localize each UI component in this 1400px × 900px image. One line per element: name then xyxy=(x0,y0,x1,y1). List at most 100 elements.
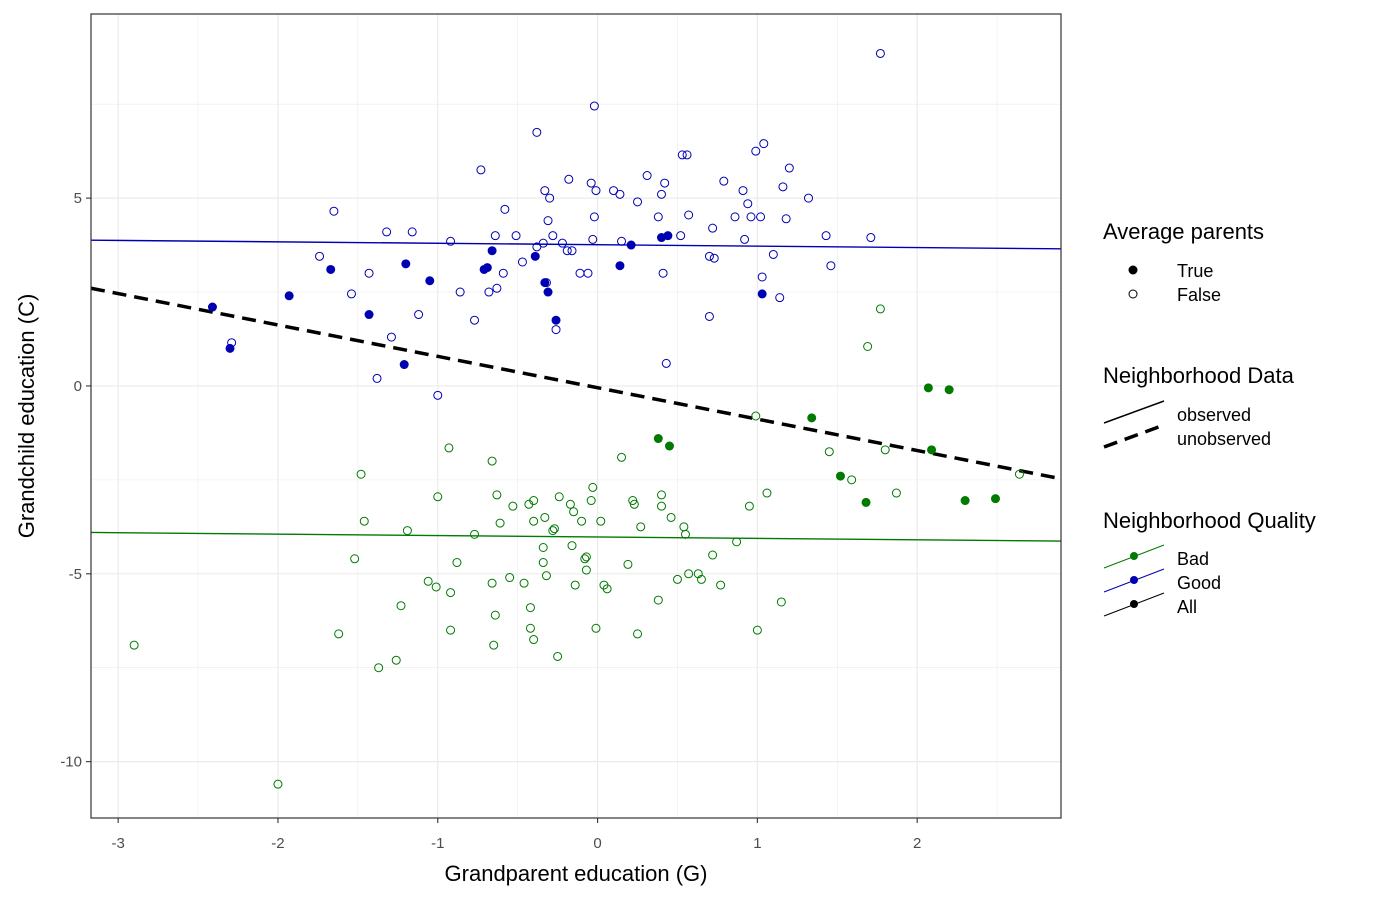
point-bad-not-average xyxy=(581,565,591,575)
point-bad-not-average xyxy=(824,447,834,457)
legend-key-observed xyxy=(1103,400,1165,424)
regression-lines xyxy=(90,239,1062,542)
point-bad-not-average xyxy=(629,499,639,509)
point-good-not-average xyxy=(446,236,456,246)
y-axis-ticks: -10 -5 0 5 xyxy=(60,190,91,771)
point-bad-not-average xyxy=(350,554,360,564)
point-good-not-average xyxy=(557,238,567,248)
legend-label-all: All xyxy=(1177,597,1197,617)
point-good-not-average xyxy=(704,251,714,261)
legend-average-parents-title: Average parents xyxy=(1103,219,1264,244)
point-bad-not-average xyxy=(433,492,443,502)
point-good-not-average xyxy=(540,186,550,196)
legend-label-observed: observed xyxy=(1177,405,1251,425)
point-good-average xyxy=(326,264,336,274)
point-bad-not-average xyxy=(752,625,762,635)
point-good-not-average xyxy=(684,210,694,220)
point-bad-not-average xyxy=(495,518,505,528)
point-good-average xyxy=(663,231,673,241)
point-bad-average xyxy=(653,434,663,444)
point-good-average xyxy=(551,315,561,325)
x-tick-label: 0 xyxy=(593,835,601,852)
point-good-not-average xyxy=(476,165,486,175)
point-bad-not-average xyxy=(273,779,283,789)
point-bad-average xyxy=(664,441,674,451)
point-bad-not-average xyxy=(672,574,682,584)
legend-neighborhood-data: Neighborhood Data observed unobserved xyxy=(1103,363,1295,449)
point-bad-not-average xyxy=(875,304,885,314)
point-good-not-average xyxy=(490,231,500,241)
line-bad-observed xyxy=(90,531,1062,542)
legend-key-all-point xyxy=(1130,600,1138,608)
point-good-not-average xyxy=(778,182,788,192)
point-good-not-average xyxy=(227,338,237,348)
point-bad-not-average xyxy=(470,529,480,539)
point-good-not-average xyxy=(740,234,750,244)
point-bad-not-average xyxy=(554,492,564,502)
point-bad-not-average xyxy=(565,499,575,509)
point-good-not-average xyxy=(589,101,599,111)
point-good-not-average xyxy=(532,127,542,137)
point-bad-not-average xyxy=(553,651,563,661)
point-good-not-average xyxy=(656,189,666,199)
point-good-not-average xyxy=(615,189,625,199)
point-bad-not-average xyxy=(525,623,535,633)
point-bad-not-average xyxy=(863,341,873,351)
point-good-not-average xyxy=(455,287,465,297)
point-bad-average xyxy=(990,494,1000,504)
point-good-not-average xyxy=(414,310,424,320)
point-good-not-average xyxy=(617,236,627,246)
point-bad-not-average xyxy=(716,580,726,590)
legend-label-bad: Bad xyxy=(1177,549,1209,569)
point-bad-not-average xyxy=(541,571,551,581)
point-good-not-average xyxy=(704,311,714,321)
point-good-not-average xyxy=(682,150,692,160)
point-good-not-average xyxy=(567,246,577,256)
legend-key-unobserved xyxy=(1103,423,1165,449)
point-bad-not-average xyxy=(423,576,433,586)
point-bad-not-average xyxy=(666,512,676,522)
point-good-not-average xyxy=(676,231,686,241)
point-bad-not-average xyxy=(374,663,384,673)
legend-label-true: True xyxy=(1177,261,1213,281)
point-bad-not-average xyxy=(508,501,518,511)
point-good-not-average xyxy=(658,268,668,278)
point-bad-not-average xyxy=(334,629,344,639)
point-bad-average xyxy=(861,497,871,507)
legend-average-parents: Average parents True False xyxy=(1103,219,1264,305)
point-good-not-average xyxy=(768,249,778,259)
point-bad-not-average xyxy=(569,507,579,517)
point-bad-not-average xyxy=(636,522,646,532)
point-bad-average xyxy=(807,413,817,423)
point-good-not-average xyxy=(382,227,392,237)
point-bad-not-average xyxy=(444,443,454,453)
y-tick-label: -5 xyxy=(69,566,82,583)
legend-key-bad-point xyxy=(1130,552,1138,560)
point-good-not-average xyxy=(730,212,740,222)
point-bad-not-average xyxy=(529,635,539,645)
point-good-not-average xyxy=(586,178,596,188)
point-good-not-average xyxy=(784,163,794,173)
y-axis-title: Grandchild education (C) xyxy=(14,294,39,539)
point-good-average xyxy=(207,302,217,312)
point-bad-not-average xyxy=(538,542,548,552)
x-tick-label: -1 xyxy=(431,835,444,852)
point-bad-not-average xyxy=(617,452,627,462)
point-bad-not-average xyxy=(891,488,901,498)
point-bad-not-average xyxy=(776,597,786,607)
y-tick-label: 0 xyxy=(74,378,82,395)
point-good-not-average xyxy=(583,268,593,278)
point-bad-not-average xyxy=(602,584,612,594)
point-good-not-average xyxy=(781,214,791,224)
point-good-not-average xyxy=(346,289,356,299)
point-good-not-average xyxy=(642,171,652,181)
point-good-not-average xyxy=(407,227,417,237)
y-tick-label: -10 xyxy=(60,754,82,771)
x-tick-label: 2 xyxy=(913,835,921,852)
legend-label-false: False xyxy=(1177,285,1221,305)
point-good-not-average xyxy=(541,278,551,288)
point-bad-not-average xyxy=(431,582,441,592)
point-good-not-average xyxy=(653,212,663,222)
point-bad-average xyxy=(944,385,954,395)
